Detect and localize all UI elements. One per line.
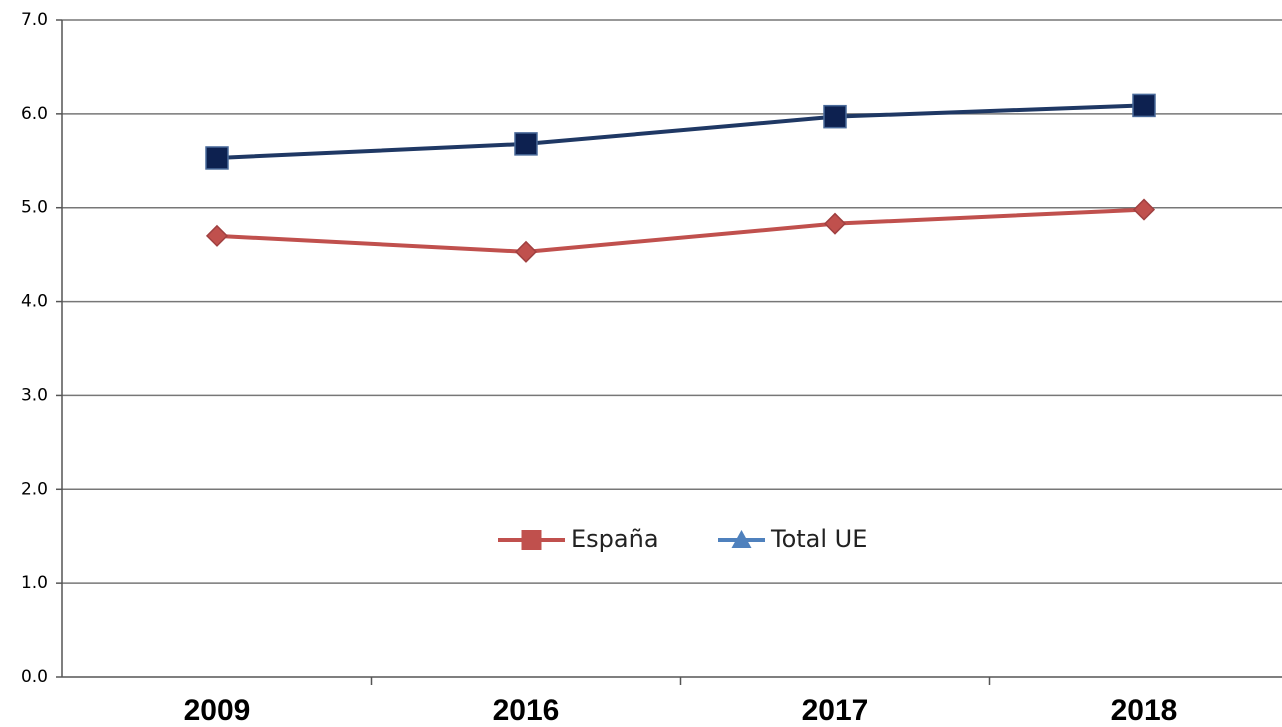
y-tick-label: 6.0: [21, 104, 48, 124]
legend-marker: [731, 530, 752, 548]
series-line: [216, 103, 1145, 160]
y-tick-label: 3.0: [21, 385, 48, 405]
marker: [205, 224, 229, 247]
marker: [514, 240, 538, 263]
legend-label: España: [571, 525, 659, 553]
x-tick-label: 2009: [184, 694, 251, 727]
x-tick-label: 2016: [493, 694, 560, 727]
y-tick-label: 0.0: [21, 667, 48, 687]
x-tick-label: 2018: [1111, 694, 1178, 727]
x-tick-label: 2017: [802, 694, 869, 727]
legend-label: Total UE: [770, 525, 867, 553]
series-line: [216, 207, 1145, 254]
marker: [823, 104, 847, 129]
marker: [823, 212, 847, 235]
marker: [1132, 198, 1156, 221]
y-tick-label: 4.0: [21, 292, 48, 312]
marker: [514, 132, 538, 156]
legend-marker: [521, 530, 542, 550]
marker: [1132, 93, 1156, 118]
y-tick-label: 7.0: [21, 10, 48, 30]
marker: [205, 146, 229, 170]
y-tick-label: 2.0: [21, 479, 48, 499]
y-tick-label: 1.0: [21, 573, 48, 593]
y-tick-label: 5.0: [21, 198, 48, 218]
